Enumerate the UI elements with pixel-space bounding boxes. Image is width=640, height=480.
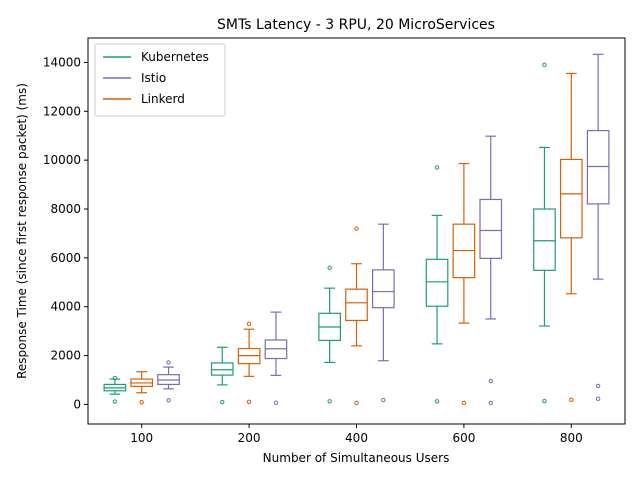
box-istio-600 <box>479 135 503 406</box>
box-kubernetes-200 <box>210 346 234 405</box>
legend-entry-istio: Istio <box>103 71 166 85</box>
box-iqr <box>210 362 234 376</box>
box-iqr <box>345 288 368 322</box>
outlier-point <box>381 397 386 403</box>
x-tick-label: 400 <box>345 431 368 445</box>
box-kubernetes-800 <box>533 62 556 404</box>
box-iqr <box>533 208 556 271</box>
box-linkerd-400 <box>345 226 368 406</box>
outlier-point <box>434 399 440 404</box>
box-kubernetes-600 <box>425 165 449 404</box>
outlier-point <box>327 399 332 404</box>
outlier-point <box>220 399 225 405</box>
series-istio <box>157 53 610 406</box>
box-kubernetes-100 <box>103 375 127 404</box>
series-linkerd <box>130 72 583 406</box>
box-linkerd-100 <box>130 371 154 405</box>
outlier-point <box>246 399 252 404</box>
x-tick-label: 200 <box>238 431 261 445</box>
y-tick-label: 12000 <box>43 104 81 118</box>
outlier-point <box>461 400 467 406</box>
y-tick-label: 0 <box>73 397 81 411</box>
box-iqr <box>479 198 503 259</box>
outlier-point <box>139 400 144 405</box>
y-axis-title: Response Time (since first response pack… <box>15 83 29 379</box>
chart-title: SMTs Latency - 3 RPU, 20 MicroServices <box>217 17 495 33</box>
x-tick-label: 100 <box>130 431 153 445</box>
y-tick-label: 6000 <box>50 251 81 265</box>
legend-frame <box>94 43 226 117</box>
box-linkerd-800 <box>559 72 583 403</box>
box-istio-100 <box>157 360 180 403</box>
box-linkerd-600 <box>452 162 476 406</box>
box-istio-400 <box>372 223 395 403</box>
plot-area <box>103 53 610 406</box>
outlier-point <box>542 62 547 68</box>
x-axis-title: Number of Simultaneous Users <box>263 451 450 465</box>
box-linkerd-200 <box>237 321 261 404</box>
outlier-point <box>488 400 493 406</box>
box-istio-200 <box>264 311 288 405</box>
series-kubernetes <box>103 62 556 405</box>
legend-label: Istio <box>141 71 166 85</box>
outlier-point <box>246 321 252 327</box>
outlier-point <box>542 398 547 404</box>
outlier-point <box>112 399 118 404</box>
outlier-point <box>434 165 440 170</box>
y-tick-label: 2000 <box>50 349 81 363</box>
box-kubernetes-400 <box>318 265 341 404</box>
box-istio-800 <box>586 53 610 402</box>
outlier-point <box>595 396 601 402</box>
box-iqr <box>586 129 610 205</box>
outlier-point <box>595 383 601 389</box>
box-iqr <box>559 158 583 239</box>
x-tick-label: 600 <box>452 431 475 445</box>
y-tick-label: 10000 <box>43 153 81 167</box>
legend-entry-linkerd: Linkerd <box>103 92 185 106</box>
box-iqr <box>372 269 395 309</box>
outlier-point <box>354 400 359 406</box>
legend-entry-kubernetes: Kubernetes <box>103 50 209 64</box>
y-tick-label: 4000 <box>50 300 81 314</box>
outlier-point <box>112 375 118 381</box>
outlier-point <box>354 226 359 231</box>
outlier-point <box>569 397 574 403</box>
outlier-point <box>166 398 171 403</box>
outlier-point <box>166 360 171 365</box>
legend-label: Linkerd <box>141 92 185 106</box>
axes: 100 200 400 600 8000200040006000800010000120… <box>43 55 583 445</box>
x-tick-label: 800 <box>560 431 583 445</box>
outlier-point <box>273 400 279 405</box>
y-tick-label: 14000 <box>43 55 81 69</box>
y-tick-label: 8000 <box>50 202 81 216</box>
legend-label: Kubernetes <box>141 50 209 64</box>
outlier-point <box>488 378 493 384</box>
outlier-point <box>327 265 332 270</box>
box-iqr <box>425 258 449 307</box>
legend: Kubernetes Istio Linkerd <box>94 43 226 117</box>
